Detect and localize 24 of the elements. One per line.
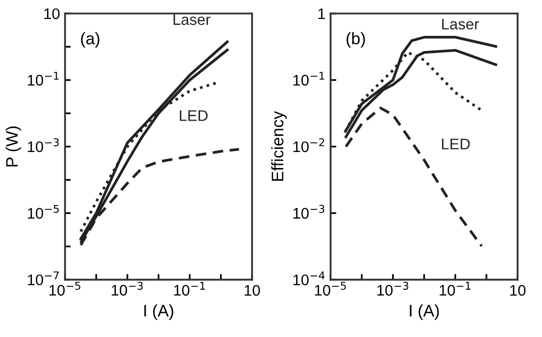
y-tick-label: 1: [318, 8, 325, 20]
y-tick-label: 10$^{−1}$: [293, 72, 324, 86]
x-tick-label: 10$^{−1}$: [174, 282, 205, 296]
series-label: Laser: [442, 18, 479, 30]
y-tick-label: 10$^{−2}$: [293, 138, 324, 152]
y-tick-label: 10$^{−3}$: [293, 204, 324, 219]
text: LED: [442, 138, 470, 150]
annotation: (a): [81, 32, 100, 48]
x-axis-title: I (A): [144, 304, 174, 320]
x-tick-label: 10$^{−3}$: [112, 282, 143, 296]
x-tick-label: 10: [244, 284, 260, 296]
y-axis-title: Efficiency: [271, 111, 287, 181]
annotation: (b): [346, 32, 365, 48]
y-tick-label: 10$^{−5}$: [28, 204, 59, 219]
y-tick-label: 10$^{−3}$: [28, 138, 59, 152]
x-tick-label: 10$^{−3}$: [377, 282, 408, 296]
x-tick-label: 10$^{−1}$: [440, 282, 470, 296]
y-tick-label: 10: [44, 8, 60, 20]
series-label: LED: [180, 110, 208, 121]
series-label: Laser: [174, 14, 210, 25]
x-axis-title: I (A): [410, 304, 439, 320]
y-tick-label: 10$^{−1}$: [28, 72, 59, 86]
x-tick-label: 10: [510, 284, 526, 296]
y-axis-title: P (W): [6, 126, 22, 166]
